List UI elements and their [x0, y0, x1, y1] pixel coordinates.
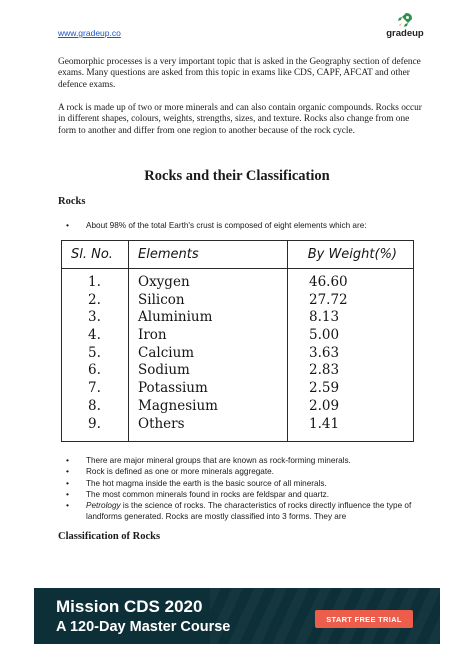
cell-sl-no: 7. — [88, 380, 101, 397]
header-weight: By Weight(%) — [307, 247, 397, 262]
cell-element: Sodium — [138, 362, 190, 379]
cell-element: Silicon — [138, 291, 185, 308]
cell-weight: 46.60 — [309, 274, 348, 290]
cell-sl-no: 4. — [88, 327, 101, 344]
cell-weight: 2.83 — [309, 362, 340, 379]
list-item: Rock is defined as one or more minerals … — [58, 466, 418, 478]
header-elements: Elements — [138, 247, 199, 262]
cell-weight: 3.63 — [309, 344, 340, 361]
cell-sl-no: 6. — [88, 362, 101, 379]
rocks-bullet-list: About 98% of the total Earth's crust is … — [58, 220, 418, 232]
logo-text: gradeup — [386, 28, 424, 39]
website-link[interactable]: www.gradeup.co — [58, 28, 121, 38]
list-item: The hot magma inside the earth is the ba… — [58, 478, 418, 490]
table-body: 1. Oxygen 46.60 2. Silicon 27.72 3. Aluminium 8.… — [62, 274, 413, 433]
cell-weight: 1.41 — [309, 415, 340, 432]
table-row: 9. Others 1.41 — [62, 416, 413, 434]
table-row: 5. Calcium 3.63 — [62, 345, 413, 363]
cell-sl-no: 3. — [88, 309, 101, 326]
table-header: Sl. No. Elements By Weight(%) — [62, 241, 413, 269]
cell-weight: 27.72 — [309, 291, 348, 308]
table-row: 1. Oxygen 46.60 — [62, 274, 413, 292]
petrology-text: is the science of rocks. The characteris… — [86, 501, 412, 522]
cell-weight: 2.09 — [309, 397, 340, 414]
petrology-term: Petrology — [86, 501, 121, 511]
banner-title: Mission CDS 2020 — [56, 597, 203, 616]
cell-element: Iron — [138, 327, 167, 344]
table-row: 8. Magnesium 2.09 — [62, 398, 413, 416]
table-row: 3. Aluminium 8.13 — [62, 309, 413, 327]
cell-sl-no: 5. — [88, 344, 101, 361]
promo-banner[interactable]: Mission CDS 2020 A 120-Day Master Course… — [34, 588, 440, 644]
cell-element: Potassium — [138, 380, 208, 397]
classification-heading: Classification of Rocks — [58, 531, 161, 542]
cell-sl-no: 8. — [88, 397, 101, 414]
list-item: About 98% of the total Earth's crust is … — [58, 220, 418, 232]
intro-paragraph-1: Geomorphic processes is a very important… — [58, 57, 421, 90]
rocks-heading: Rocks — [58, 196, 86, 207]
column-divider — [128, 241, 129, 441]
table-row: 4. Iron 5.00 — [62, 327, 413, 345]
banner-subtitle: A 120-Day Master Course — [56, 619, 231, 635]
table-row: 6. Sodium 2.83 — [62, 362, 413, 380]
cell-element: Oxygen — [138, 274, 190, 290]
header-sl-no: Sl. No. — [71, 247, 113, 262]
cell-weight: 8.13 — [309, 309, 340, 326]
list-item: Petrology is the science of rocks. The c… — [58, 500, 418, 523]
list-item: There are major mineral groups that are … — [58, 455, 418, 467]
table-row: 7. Potassium 2.59 — [62, 380, 413, 398]
list-item: The most common minerals found in rocks … — [58, 489, 418, 501]
cell-element: Magnesium — [138, 397, 218, 414]
cell-weight: 5.00 — [309, 327, 340, 344]
elements-table: Sl. No. Elements By Weight(%) 1. Oxygen 46… — [61, 240, 414, 442]
cell-element: Calcium — [138, 344, 195, 361]
main-heading: Rocks and their Classification — [144, 168, 330, 184]
start-free-trial-button[interactable]: START FREE TRIAL — [315, 610, 413, 628]
table-row: 2. Silicon 27.72 — [62, 292, 413, 310]
cell-weight: 2.59 — [309, 380, 340, 397]
column-divider — [287, 241, 288, 441]
cell-element: Aluminium — [138, 309, 213, 326]
gradeup-logo: gradeup — [375, 12, 435, 42]
cell-sl-no: 2. — [88, 291, 101, 308]
cell-sl-no: 9. — [88, 415, 101, 432]
intro-paragraph-2: A rock is made up of two or more mineral… — [58, 103, 422, 136]
cell-sl-no: 1. — [88, 274, 101, 290]
cell-element: Others — [138, 415, 185, 432]
facts-bullet-list: There are major mineral groups that are … — [58, 455, 418, 523]
rocket-icon — [398, 13, 412, 27]
